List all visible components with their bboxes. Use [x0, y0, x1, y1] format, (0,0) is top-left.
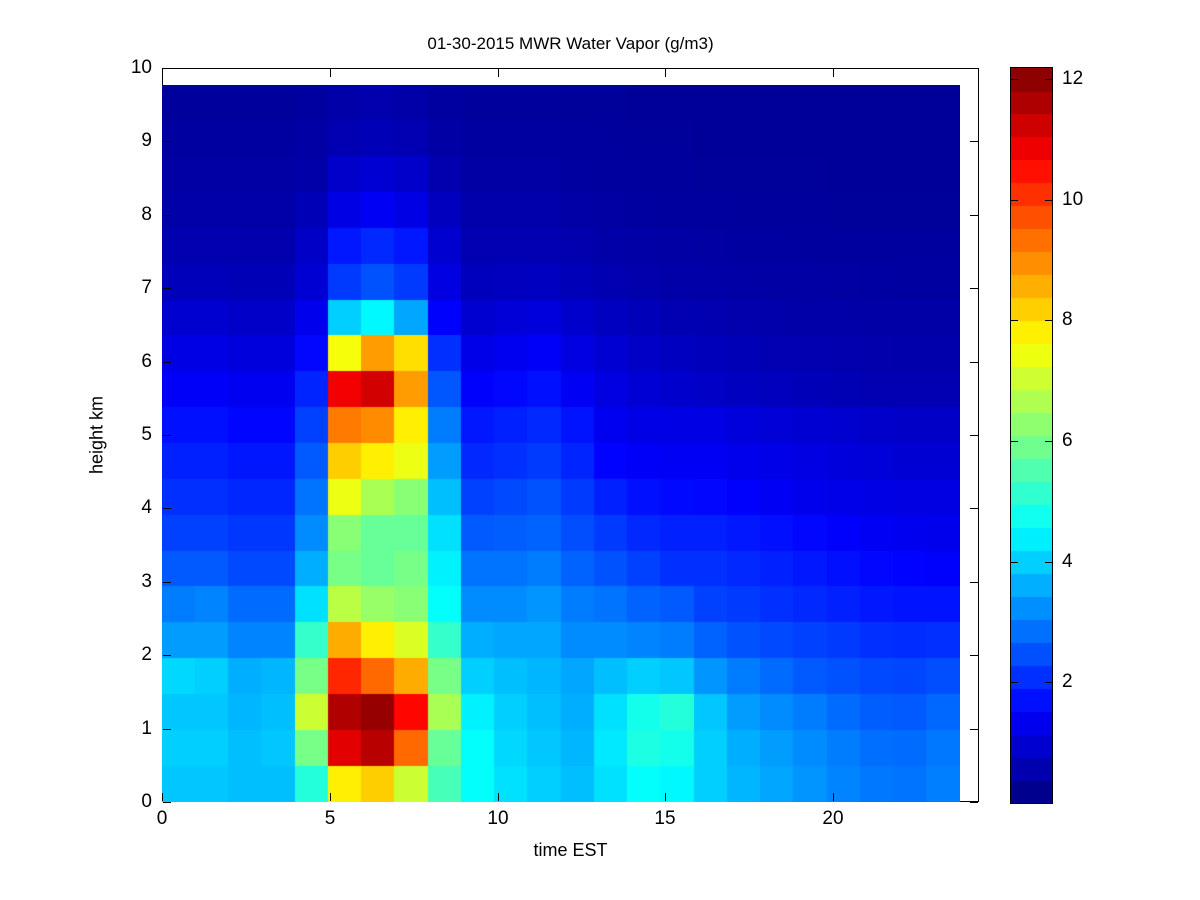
x-tick-mark-top: [162, 69, 163, 77]
y-tick-mark: [163, 68, 171, 69]
y-tick-mark: [163, 802, 171, 803]
y-tick-label: 6: [141, 351, 152, 372]
colorbar: [1010, 67, 1053, 804]
y-tick-label: 8: [141, 204, 152, 225]
colorbar-tick-mark: [1011, 79, 1018, 80]
x-tick-mark: [665, 793, 666, 801]
colorbar-canvas: [1011, 68, 1052, 803]
colorbar-tick-mark-right: [1045, 441, 1052, 442]
colorbar-tick-mark: [1011, 320, 1018, 321]
y-tick-mark: [163, 729, 171, 730]
y-tick-label: 5: [141, 424, 152, 445]
y-tick-mark-right: [970, 435, 978, 436]
x-tick-mark-top: [330, 69, 331, 77]
colorbar-tick-label: 8: [1062, 309, 1073, 330]
y-tick-mark-right: [970, 582, 978, 583]
y-tick-mark: [163, 288, 171, 289]
colorbar-tick-label: 2: [1062, 671, 1073, 692]
colorbar-tick-mark-right: [1045, 562, 1052, 563]
y-tick-mark: [163, 362, 171, 363]
y-tick-mark: [163, 141, 171, 142]
x-tick-label: 0: [156, 808, 168, 829]
colorbar-tick-label: 12: [1062, 68, 1084, 89]
colorbar-tick-mark: [1011, 441, 1018, 442]
x-axis-label: time EST: [533, 840, 608, 860]
colorbar-tick-mark-right: [1045, 320, 1052, 321]
colorbar-tick-label: 4: [1062, 551, 1073, 572]
y-tick-label: 1: [141, 718, 152, 739]
colorbar-tick-mark-right: [1045, 79, 1052, 80]
colorbar-tick-label: 10: [1062, 189, 1084, 210]
colorbar-tick-label: 6: [1062, 430, 1073, 451]
y-tick-mark-right: [970, 802, 978, 803]
x-tick-label: 15: [654, 808, 676, 829]
y-tick-label: 10: [130, 57, 152, 78]
x-tick-label: 10: [487, 808, 509, 829]
y-tick-label: 4: [141, 497, 152, 518]
x-tick-mark: [162, 793, 163, 801]
y-tick-label: 7: [141, 277, 152, 298]
colorbar-tick-mark: [1011, 562, 1018, 563]
y-tick-label: 3: [141, 571, 152, 592]
x-tick-mark: [833, 793, 834, 801]
x-tick-label: 5: [324, 808, 336, 829]
colorbar-tick-mark-right: [1045, 200, 1052, 201]
x-tick-mark: [498, 793, 499, 801]
x-tick-mark-top: [665, 69, 666, 77]
y-tick-mark-right: [970, 141, 978, 142]
plot-title: 01-30-2015 MWR Water Vapor (g/m3): [427, 34, 714, 53]
y-tick-mark-right: [970, 655, 978, 656]
y-tick-mark: [163, 435, 171, 436]
y-tick-label: 2: [141, 644, 152, 665]
y-tick-mark-right: [970, 508, 978, 509]
x-tick-mark: [330, 793, 331, 801]
y-tick-mark-right: [970, 68, 978, 69]
y-tick-mark-right: [970, 215, 978, 216]
y-tick-mark: [163, 215, 171, 216]
colorbar-tick-mark: [1011, 200, 1018, 201]
y-tick-mark-right: [970, 729, 978, 730]
y-tick-mark: [163, 655, 171, 656]
y-tick-mark: [163, 582, 171, 583]
y-tick-mark-right: [970, 288, 978, 289]
x-tick-mark-top: [498, 69, 499, 77]
y-tick-mark: [163, 508, 171, 509]
x-tick-mark-top: [833, 69, 834, 77]
y-tick-label: 0: [141, 791, 152, 812]
y-tick-label: 9: [141, 130, 152, 151]
heatmap-canvas: [162, 85, 960, 802]
colorbar-tick-mark: [1011, 682, 1018, 683]
y-tick-mark-right: [970, 362, 978, 363]
colorbar-tick-mark-right: [1045, 682, 1052, 683]
x-tick-label: 20: [822, 808, 844, 829]
